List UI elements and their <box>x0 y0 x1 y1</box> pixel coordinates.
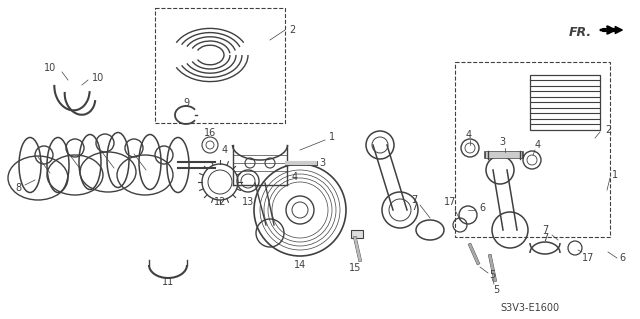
Bar <box>155 8 285 123</box>
Text: 1: 1 <box>329 132 335 142</box>
Text: FR.: FR. <box>569 26 592 39</box>
Text: 2: 2 <box>605 125 611 135</box>
Text: 13: 13 <box>242 197 254 207</box>
Text: 17: 17 <box>444 197 456 207</box>
Text: 14: 14 <box>294 260 306 270</box>
Text: S3V3-E1600: S3V3-E1600 <box>500 303 559 313</box>
Text: 6: 6 <box>479 203 485 213</box>
Text: 4: 4 <box>466 130 472 140</box>
Bar <box>455 62 610 237</box>
Text: 12: 12 <box>214 197 226 207</box>
Bar <box>530 75 600 130</box>
Text: 16: 16 <box>204 128 216 138</box>
Text: 8: 8 <box>15 183 21 193</box>
Text: 9: 9 <box>183 98 189 108</box>
Text: 4: 4 <box>292 172 298 182</box>
Text: 5: 5 <box>493 285 499 295</box>
Text: 4: 4 <box>535 140 541 150</box>
Text: 7: 7 <box>542 225 548 235</box>
Text: 7: 7 <box>542 233 548 243</box>
Text: 10: 10 <box>44 63 56 73</box>
Text: 15: 15 <box>349 263 361 273</box>
Bar <box>351 230 363 238</box>
Text: 5: 5 <box>489 270 495 280</box>
Text: 7: 7 <box>411 195 417 205</box>
Text: 17: 17 <box>582 253 594 263</box>
Text: 3: 3 <box>319 158 325 168</box>
Text: 11: 11 <box>162 277 174 287</box>
Text: 4: 4 <box>222 145 228 155</box>
Text: 3: 3 <box>499 137 505 147</box>
Text: 1: 1 <box>612 170 618 180</box>
Text: 6: 6 <box>619 253 625 263</box>
Text: 7: 7 <box>411 202 417 212</box>
Text: 10: 10 <box>92 73 104 83</box>
Text: 2: 2 <box>289 25 295 35</box>
